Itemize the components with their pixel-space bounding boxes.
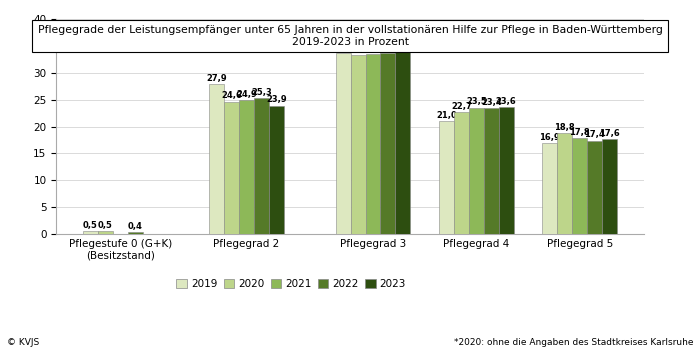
Bar (224, 102, 239, 234)
Text: © KVJS: © KVJS (7, 338, 39, 347)
Bar (484, 108, 499, 234)
Bar (439, 121, 454, 234)
Text: 34,8: 34,8 (393, 37, 413, 46)
Text: 25,3: 25,3 (251, 88, 272, 97)
Text: 0,4: 0,4 (127, 222, 143, 231)
Text: 23,5: 23,5 (466, 97, 486, 106)
Bar (587, 141, 602, 234)
Bar (239, 100, 254, 234)
Text: 33,6: 33,6 (332, 43, 354, 52)
Text: 33,7: 33,7 (378, 43, 398, 52)
Text: *2020: ohne die Angaben des Stadtkreises Karlsruhe: *2020: ohne die Angaben des Stadtkreises… (454, 338, 693, 347)
Text: 17,4: 17,4 (584, 130, 605, 139)
Text: 23,6: 23,6 (496, 97, 517, 106)
Text: 33,5: 33,5 (363, 44, 384, 53)
Text: 23,9: 23,9 (266, 95, 287, 104)
Text: 16,9: 16,9 (540, 133, 560, 142)
Text: 22,7: 22,7 (451, 102, 472, 111)
Text: Pflegegrade der Leistungsempfänger unter 65 Jahren in der vollstationären Hilfe : Pflegegrade der Leistungsempfänger unter… (38, 25, 662, 47)
Bar (557, 133, 573, 234)
Text: 17,6: 17,6 (599, 129, 620, 138)
Bar (395, 47, 410, 234)
Bar (127, 232, 143, 234)
Bar (380, 53, 395, 234)
Text: 23,4: 23,4 (481, 98, 502, 107)
Bar (365, 54, 380, 234)
Bar (454, 112, 469, 234)
Text: 24,9: 24,9 (236, 90, 257, 99)
Text: 0,5: 0,5 (83, 221, 98, 230)
Bar (209, 84, 224, 234)
Text: 21,0: 21,0 (436, 111, 457, 120)
Text: 27,9: 27,9 (206, 74, 227, 83)
Text: 33,4: 33,4 (348, 44, 368, 53)
Bar (269, 106, 284, 234)
Bar (83, 231, 98, 234)
Text: 24,6: 24,6 (221, 91, 242, 101)
Bar (335, 53, 351, 234)
Bar (98, 231, 113, 234)
Bar (469, 108, 484, 234)
Text: 18,8: 18,8 (554, 123, 575, 132)
Bar (602, 140, 617, 234)
Bar (499, 107, 514, 234)
Bar (573, 139, 587, 234)
Bar (254, 98, 269, 234)
Text: 17,8: 17,8 (570, 128, 590, 137)
Bar (351, 54, 365, 234)
Bar (542, 143, 557, 234)
Legend: 2019, 2020, 2021, 2022, 2023: 2019, 2020, 2021, 2022, 2023 (172, 275, 410, 294)
Text: 0,5: 0,5 (98, 221, 113, 230)
